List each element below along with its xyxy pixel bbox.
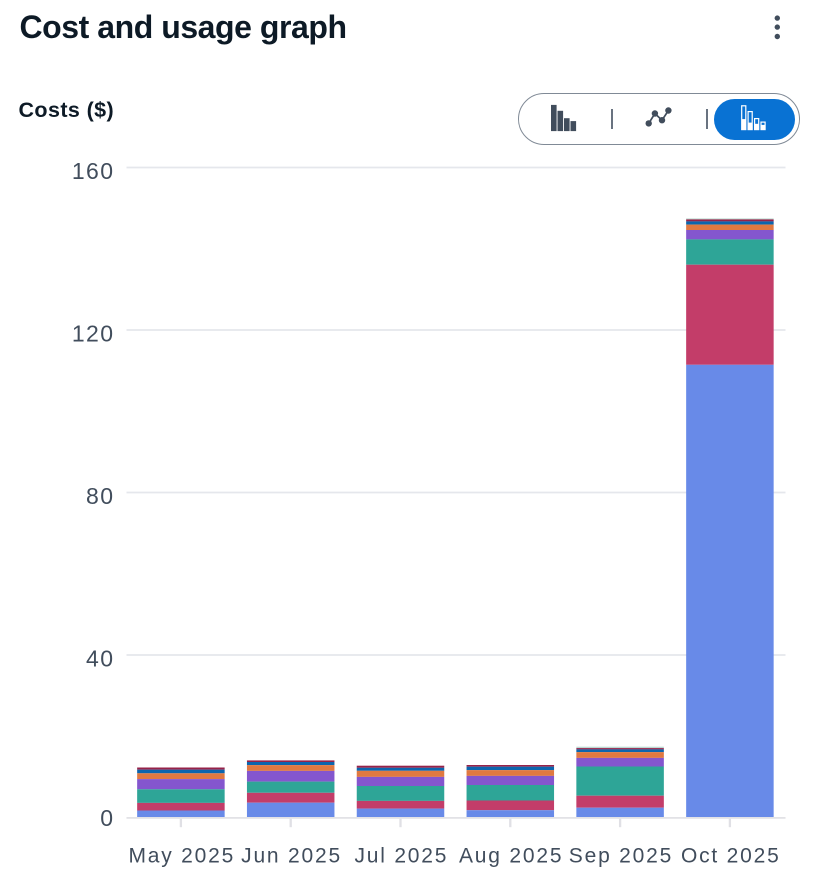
svg-text:Aug 2025: Aug 2025 [459, 845, 563, 868]
svg-text:40: 40 [86, 645, 114, 671]
svg-text:Jul 2025: Jul 2025 [354, 845, 448, 868]
svg-text:Jun 2025: Jun 2025 [241, 845, 342, 868]
svg-text:160: 160 [72, 158, 115, 184]
svg-text:Oct 2025: Oct 2025 [681, 845, 781, 868]
svg-text:May 2025: May 2025 [128, 845, 235, 868]
svg-text:Sep 2025: Sep 2025 [569, 845, 673, 868]
svg-text:0: 0 [100, 805, 114, 831]
svg-text:120: 120 [72, 320, 115, 346]
svg-text:80: 80 [86, 483, 114, 509]
